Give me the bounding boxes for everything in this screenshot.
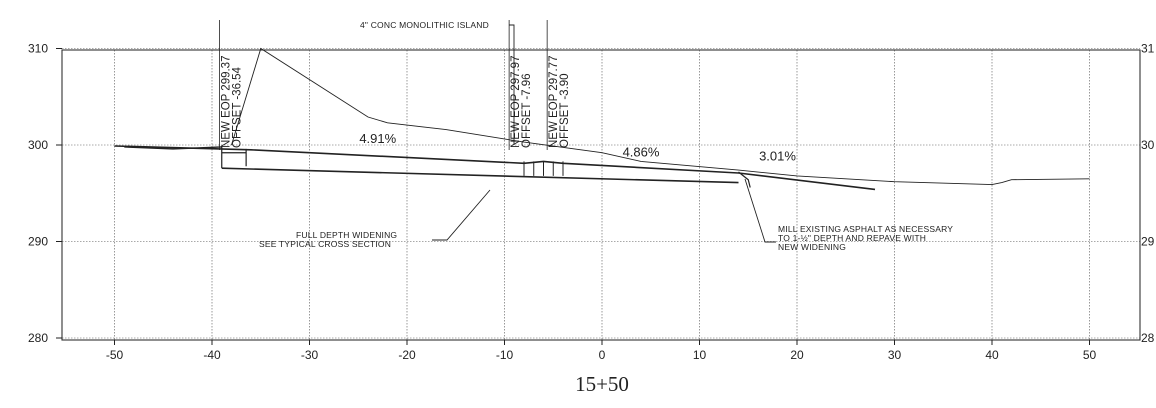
station-label: 15+50 — [575, 372, 629, 396]
y-tick-right-3: 28 — [1141, 331, 1155, 345]
section-geometry — [114, 47, 1090, 191]
eop-label-0-line-0: NEW EOP 299.37 — [221, 56, 233, 148]
eop-label-1: NEW EOP 297.97 OFFSET -7.96 — [510, 56, 533, 148]
y-tick-right-0: 31 — [1141, 42, 1155, 56]
y-tick-left-2: 290 — [28, 235, 48, 249]
full-depth-callout: FULL DEPTH WIDENING SEE TYPICAL CROSS SE… — [259, 189, 491, 249]
eop-label-2: NEW EOP 297.77 OFFSET -3.90 — [548, 56, 571, 148]
full-depth-note-2: SEE TYPICAL CROSS SECTION — [259, 239, 391, 249]
plot-frame — [61, 49, 1141, 341]
mill-note-1: MILL EXISTING ASPHALT AS NECESSARY — [778, 224, 953, 234]
x-tick-10: 50 — [1083, 348, 1097, 362]
existing-pavement-line — [124, 146, 222, 150]
x-tick-9: 40 — [985, 348, 999, 362]
x-tick-4: -10 — [496, 348, 514, 362]
mill-note-2: TO 1-½" DEPTH AND REPAVE WITH — [778, 233, 926, 243]
grade-label-2: 3.01% — [759, 148, 796, 163]
island-callout: 4" CONC MONOLITHIC ISLAND — [360, 20, 515, 145]
y-tick-left-0: 310 — [28, 42, 48, 56]
grade-label-0: 4.91% — [359, 131, 396, 146]
grid — [62, 48, 1140, 340]
left-widening-edge — [221, 145, 247, 169]
y-axis-left: 310 300 290 280 — [28, 42, 62, 345]
y-tick-left-3: 280 — [28, 331, 48, 345]
x-tick-8: 30 — [888, 348, 902, 362]
eop-label-0: NEW EOP 299.37 OFFSET -36.54 — [221, 56, 244, 148]
mill-callout: MILL EXISTING ASPHALT AS NECESSARY TO 1-… — [744, 178, 953, 252]
mill-leader — [744, 178, 776, 243]
grade-labels: 4.91% 4.86% 3.01% — [359, 131, 796, 163]
x-axis: -50 -40 -30 -20 -10 0 10 20 30 40 50 — [106, 340, 1097, 362]
mill-edge-detail — [738, 171, 751, 188]
x-tick-0: -50 — [106, 348, 124, 362]
eop-label-1-line-0: NEW EOP 297.97 — [510, 56, 522, 148]
y-tick-left-1: 300 — [28, 138, 48, 152]
island-leader — [509, 24, 515, 145]
x-tick-5: 0 — [599, 348, 606, 362]
y-tick-right-2: 29 — [1141, 235, 1155, 249]
x-tick-7: 20 — [790, 348, 804, 362]
x-tick-2: -30 — [301, 348, 319, 362]
eop-label-0-line-1: OFFSET -36.54 — [232, 66, 244, 148]
full-depth-note-1: FULL DEPTH WIDENING — [296, 230, 397, 240]
grade-label-1: 4.86% — [623, 145, 660, 160]
full-depth-leader — [432, 189, 491, 241]
x-tick-1: -40 — [203, 348, 221, 362]
y-axis-right: 31 30 29 28 — [1141, 42, 1155, 346]
x-tick-3: -20 — [398, 348, 416, 362]
eop-label-2-line-0: NEW EOP 297.77 — [548, 56, 560, 148]
y-tick-right-1: 30 — [1141, 138, 1155, 152]
eop-label-2-line-1: OFFSET -3.90 — [559, 73, 571, 148]
island-note: 4" CONC MONOLITHIC ISLAND — [360, 20, 489, 30]
proposed-top-line — [114, 145, 876, 191]
proposed-bottom-line — [221, 167, 739, 184]
eop-label-1-line-1: OFFSET -7.96 — [521, 73, 533, 148]
existing-ground-line — [231, 47, 1090, 186]
mill-note-3: NEW WIDENING — [778, 242, 846, 252]
eop-labels: NEW EOP 299.37 OFFSET -36.54 NEW EOP 297.9… — [219, 20, 571, 150]
x-tick-6: 10 — [693, 348, 707, 362]
